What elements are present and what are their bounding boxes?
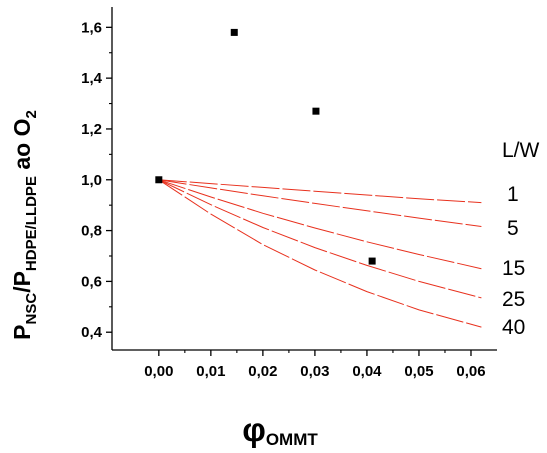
y-axis-title-sub2: HDPE/LLDPE — [23, 176, 40, 271]
x-tick-label: 0,00 — [144, 363, 173, 380]
y-tick-label: 1,6 — [81, 19, 102, 36]
y-tick-label: 1,0 — [81, 172, 102, 189]
model-curves — [158, 179, 482, 328]
x-axis-ticks: 0,00 0,01 0,02 0,03 0,04 0,05 0,06 — [144, 350, 486, 380]
x-tick-label: 0,04 — [352, 363, 382, 380]
x-axis-title-main: φ — [242, 411, 266, 448]
y-axis-ticks: 0,4 0,6 0,8 1,0 1,2 1,4 1,6 — [81, 19, 112, 341]
curve-lw-25 — [158, 179, 482, 299]
x-tick-label: 0,01 — [196, 363, 225, 380]
data-point — [312, 107, 320, 115]
y-axis-title: PNSC/PHDPE/LLDPE ao O2 — [9, 110, 40, 340]
x-tick-label: 0,06 — [456, 363, 485, 380]
curve-label-40: 40 — [502, 316, 525, 339]
y-tick-label: 1,4 — [81, 70, 103, 87]
y-tick-label: 1,2 — [81, 121, 102, 138]
x-axis-title-sub: OMMT — [266, 430, 319, 449]
curve-label-15: 15 — [502, 257, 525, 280]
y-tick-label: 0,4 — [81, 324, 103, 341]
data-point — [368, 257, 376, 265]
data-points — [155, 28, 376, 265]
curve-label-25: 25 — [502, 288, 525, 311]
y-tick-label: 0,8 — [81, 223, 102, 240]
curve-lw-40 — [158, 179, 482, 328]
y-tick-label: 0,6 — [81, 273, 102, 290]
data-point — [155, 176, 163, 184]
y-axis-title-sub1: NSC — [23, 293, 40, 325]
y-axis-title-sub3: 2 — [23, 110, 40, 118]
y-axis-title-p2: /P — [9, 271, 35, 293]
curve-lw-1 — [158, 179, 482, 204]
axes — [111, 7, 497, 351]
x-axis-title: φOMMT — [242, 411, 318, 449]
y-axis-title-p1: P — [9, 324, 35, 339]
x-tick-label: 0,05 — [404, 363, 433, 380]
legend-title: L/W — [502, 139, 540, 162]
x-tick-label: 0,03 — [300, 363, 329, 380]
data-point — [230, 28, 238, 36]
curve-lw-15 — [158, 179, 482, 270]
curve-lw-5 — [158, 179, 482, 227]
curve-label-1: 1 — [507, 183, 519, 206]
y-axis-title-p3: ao O — [9, 119, 35, 177]
x-tick-label: 0,02 — [248, 363, 277, 380]
curve-label-5: 5 — [507, 217, 519, 240]
